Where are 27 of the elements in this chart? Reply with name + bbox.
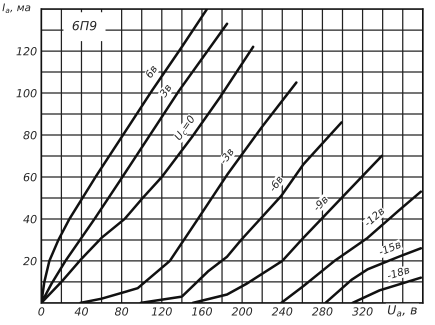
x-tick-label: 280 (312, 307, 332, 316)
y-tick-label: 60 (24, 172, 37, 182)
y-tick-label: 20 (23, 256, 37, 266)
x-tick-label: 40 (74, 307, 88, 316)
text: 3в (158, 83, 172, 98)
x-tick-label: 240 (272, 307, 292, 316)
text: -6в (268, 174, 284, 192)
text: -12в (363, 206, 385, 227)
y-axis-title: I$_{а}$, ма (2, 4, 30, 13)
x-tick-label: 120 (152, 307, 172, 316)
x-tick-label: 200 (232, 307, 252, 316)
text: -9в (312, 194, 329, 212)
y-tick-label: 120 (16, 47, 37, 56)
x-axis-title: U$_{а}$, в (388, 305, 417, 317)
y-tick-label: 40 (23, 214, 37, 224)
x-tick-label: 320 (352, 307, 373, 316)
x-tick-label: 160 (192, 307, 212, 316)
text: 6в (144, 64, 158, 78)
y-tick-label: 100 (16, 89, 37, 98)
x-tick-label: 80 (114, 307, 128, 316)
text: -15в (378, 240, 402, 256)
y-tick-label: 80 (23, 130, 37, 140)
text: -18в (386, 266, 410, 280)
text: U$_{с}$=0 (174, 114, 197, 142)
x-tick-label: 0 (38, 307, 44, 316)
text: 6П9 (72, 20, 96, 30)
text: -3в (218, 147, 234, 165)
